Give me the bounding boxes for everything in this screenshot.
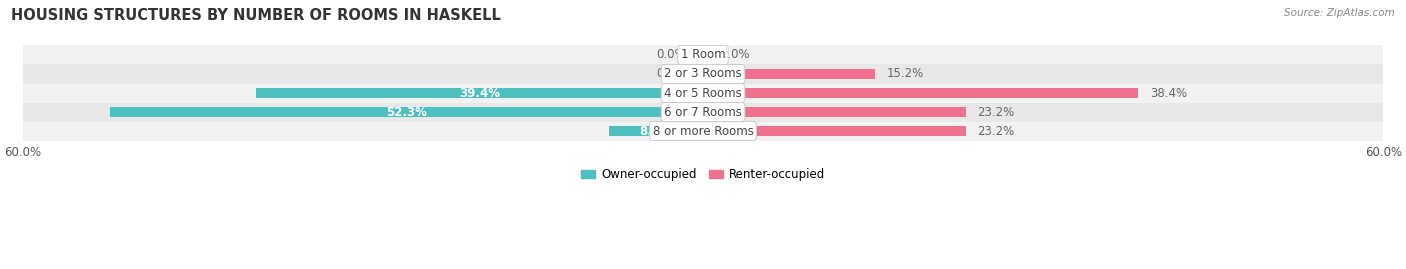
Text: 4 or 5 Rooms: 4 or 5 Rooms xyxy=(664,87,742,100)
Bar xyxy=(703,69,876,79)
Text: 39.4%: 39.4% xyxy=(460,87,501,100)
Text: 0.0%: 0.0% xyxy=(657,48,686,62)
Bar xyxy=(22,45,1384,65)
Bar xyxy=(703,88,1139,98)
Text: 23.2%: 23.2% xyxy=(977,125,1015,137)
Bar xyxy=(703,126,966,136)
Bar xyxy=(609,126,703,136)
Bar xyxy=(22,65,1384,83)
Bar xyxy=(22,102,1384,122)
Text: 23.2%: 23.2% xyxy=(977,105,1015,119)
Text: 38.4%: 38.4% xyxy=(1150,87,1187,100)
Text: 6 or 7 Rooms: 6 or 7 Rooms xyxy=(664,105,742,119)
Text: 1 Room: 1 Room xyxy=(681,48,725,62)
Text: 8 or more Rooms: 8 or more Rooms xyxy=(652,125,754,137)
Bar xyxy=(22,83,1384,102)
Bar xyxy=(703,107,966,117)
Text: 0.0%: 0.0% xyxy=(657,68,686,80)
Text: 2 or 3 Rooms: 2 or 3 Rooms xyxy=(664,68,742,80)
Bar xyxy=(22,122,1384,141)
Bar xyxy=(256,88,703,98)
Text: HOUSING STRUCTURES BY NUMBER OF ROOMS IN HASKELL: HOUSING STRUCTURES BY NUMBER OF ROOMS IN… xyxy=(11,8,501,23)
Text: 15.2%: 15.2% xyxy=(887,68,924,80)
Text: 52.3%: 52.3% xyxy=(387,105,427,119)
Text: 0.0%: 0.0% xyxy=(720,48,749,62)
Legend: Owner-occupied, Renter-occupied: Owner-occupied, Renter-occupied xyxy=(576,164,830,186)
Text: 8.3%: 8.3% xyxy=(640,125,672,137)
Bar xyxy=(110,107,703,117)
Text: Source: ZipAtlas.com: Source: ZipAtlas.com xyxy=(1284,8,1395,18)
